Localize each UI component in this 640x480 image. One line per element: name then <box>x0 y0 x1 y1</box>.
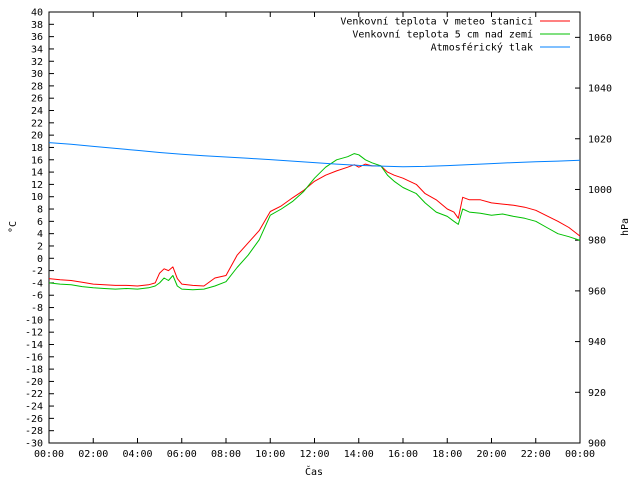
left-tick-label: 16 <box>31 155 43 166</box>
left-tick-label: 2 <box>37 241 43 252</box>
left-tick-label: -4 <box>31 278 43 289</box>
left-tick-label: 4 <box>37 229 43 240</box>
right-tick-label: 980 <box>588 236 606 247</box>
left-tick-label: -18 <box>25 365 43 376</box>
x-tick-label: 00:00 <box>565 449 595 460</box>
left-tick-label: -10 <box>25 315 43 326</box>
right-tick-label: 1040 <box>588 84 612 95</box>
left-tick-label: 18 <box>31 143 43 154</box>
left-tick-label: 30 <box>31 69 43 80</box>
left-tick-label: -28 <box>25 426 43 437</box>
left-tick-label: -14 <box>25 340 43 351</box>
legend-label-1: Venkovní teplota 5 cm nad zemí <box>352 29 533 41</box>
left-tick-label: -6 <box>31 291 43 302</box>
right-axis-label: hPa <box>620 218 631 236</box>
right-tick-label: 1060 <box>588 33 612 44</box>
plot-frame <box>48 11 581 444</box>
x-tick-label: 22:00 <box>521 449 551 460</box>
series-lines <box>48 142 581 291</box>
x-tick-label: 02:00 <box>78 449 108 460</box>
x-axis-label: Čas <box>305 465 323 478</box>
series-line-1 <box>48 153 581 291</box>
left-tick-label: -26 <box>25 414 43 425</box>
x-tick-label: 16:00 <box>388 449 418 460</box>
legend-label-0: Venkovní teplota v meteo stanici <box>340 16 533 28</box>
left-tick-label: 20 <box>31 131 43 142</box>
x-tick-label: 00:00 <box>34 449 64 460</box>
left-tick-label: 22 <box>31 118 43 129</box>
x-tick-label: 08:00 <box>211 449 241 460</box>
left-tick-label: -12 <box>25 328 43 339</box>
left-tick-label: 36 <box>31 32 43 43</box>
left-tick-label: 14 <box>31 168 43 179</box>
left-tick-label: 0 <box>37 254 43 265</box>
left-tick-label: 10 <box>31 192 43 203</box>
left-tick-label: 6 <box>37 217 43 228</box>
x-tick-label: 12:00 <box>299 449 329 460</box>
right-tick-label: 1020 <box>588 134 612 145</box>
left-tick-label: 34 <box>31 44 43 55</box>
x-tick-label: 06:00 <box>167 449 197 460</box>
series-line-2 <box>48 142 581 168</box>
left-tick-label: -20 <box>25 377 43 388</box>
left-tick-label: 38 <box>31 20 43 31</box>
x-axis: 00:00 02:00 04:00 06:00 08:00 10:00 12:00 14:00… <box>34 12 595 460</box>
x-tick-label: 10:00 <box>255 449 285 460</box>
right-tick-label: 1000 <box>588 185 612 196</box>
series-line-0 <box>48 163 581 287</box>
right-tick-label: 900 <box>588 439 606 450</box>
right-tick-label: 960 <box>588 286 606 297</box>
right-axis: 900 920 940 960 980 1000 1020 1040 1060 <box>575 33 612 450</box>
left-tick-label: 8 <box>37 205 43 216</box>
left-tick-label: -16 <box>25 352 43 363</box>
x-tick-label: 20:00 <box>476 449 506 460</box>
left-tick-label: -8 <box>31 303 43 314</box>
x-tick-label: 18:00 <box>432 449 462 460</box>
left-tick-label: -30 <box>25 439 43 450</box>
x-tick-label: 04:00 <box>122 449 152 460</box>
left-axis: -30-28-26-24-22-20-18-16-14-12-10-8-6-4-… <box>25 8 54 450</box>
left-tick-label: -22 <box>25 389 43 400</box>
left-tick-label: 26 <box>31 94 43 105</box>
left-tick-label: -2 <box>31 266 43 277</box>
legend-label-2: Atmosférický tlak <box>431 42 533 54</box>
left-tick-label: 24 <box>31 106 43 117</box>
left-tick-label: 32 <box>31 57 43 68</box>
left-tick-label: -24 <box>25 402 43 413</box>
left-tick-label: 12 <box>31 180 43 191</box>
legend: Venkovní teplota v meteo staniciVenkovní… <box>340 16 570 54</box>
right-tick-label: 920 <box>588 388 606 399</box>
left-axis-label: °C <box>8 221 19 233</box>
left-tick-label: 28 <box>31 81 43 92</box>
left-tick-label: 40 <box>31 8 43 19</box>
right-tick-label: 940 <box>588 337 606 348</box>
x-tick-label: 14:00 <box>344 449 374 460</box>
